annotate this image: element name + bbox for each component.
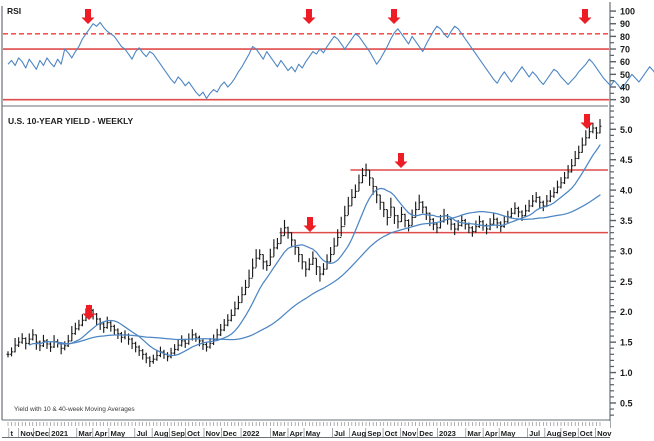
price-signal-arrow-1 — [82, 305, 96, 320]
rsi-axis-label-40: 40 — [620, 83, 630, 93]
price-panel-bg — [2, 108, 608, 420]
price-panel-title: U.S. 10-YEAR YIELD - WEEKLY — [8, 116, 133, 126]
rsi-signal-arrow-3 — [387, 9, 401, 24]
date-label-20: Oct — [385, 429, 398, 438]
price-signal-arrow-3 — [394, 153, 408, 168]
date-label-27: Jul — [529, 429, 540, 438]
date-label-18: Aug — [351, 429, 366, 438]
date-label-16: May — [306, 429, 322, 438]
price-axis-label-1: 1.0 — [620, 368, 633, 378]
date-label-13: 2022 — [243, 429, 260, 438]
date-label-11: Nov — [206, 429, 221, 438]
price-bars — [6, 119, 602, 367]
date-label-24: Mar — [467, 429, 481, 438]
date-label-28: Aug — [546, 429, 561, 438]
date-label-1: Nov — [20, 429, 35, 438]
date-label-26: May — [501, 429, 517, 438]
rsi-axis-label-30: 30 — [620, 95, 630, 105]
date-label-5: Apr — [94, 429, 107, 438]
date-label-22: Dec — [419, 429, 433, 438]
date-label-31: Nov — [597, 429, 612, 438]
date-label-12: Dec — [223, 429, 237, 438]
price-axis-label-0.5: 0.5 — [620, 398, 633, 408]
price-axis-label-3: 3.0 — [620, 246, 633, 256]
date-label-6: May — [111, 429, 127, 438]
rsi-line — [7, 21, 654, 99]
date-label-7: Jul — [136, 429, 147, 438]
price-axis-label-4: 4.0 — [620, 186, 633, 196]
rsi-panel-bg — [2, 6, 608, 106]
rsi-axis-label-60: 60 — [620, 57, 630, 67]
price-axis-label-5: 5.0 — [620, 125, 633, 135]
date-label-15: Apr — [290, 429, 303, 438]
date-label-3: 2021 — [51, 429, 69, 438]
date-label-4: Mar — [78, 429, 92, 438]
rsi-panel-label: RSI — [7, 6, 21, 16]
price-axis-label-3.5: 3.5 — [620, 216, 633, 226]
rsi-signal-arrow-2 — [302, 9, 316, 24]
date-label-14: Mar — [272, 429, 286, 438]
rsi-axis-label-100: 100 — [620, 7, 635, 17]
date-label-17: Jul — [334, 429, 345, 438]
date-label-25: Apr — [485, 429, 498, 438]
date-label-0: t — [10, 429, 13, 438]
price-panel-footnote: Yield with 10 & 40-week Moving Averages — [14, 406, 135, 413]
date-label-29: Sep — [563, 429, 577, 438]
rsi-signal-arrow-1 — [81, 9, 95, 24]
rsi-axis-label-70: 70 — [620, 45, 630, 55]
date-label-8: Aug — [154, 429, 169, 438]
rsi-axis-label-80: 80 — [620, 32, 630, 42]
price-axis-label-4.5: 4.5 — [620, 155, 633, 165]
date-label-9: Sep — [171, 429, 185, 438]
rsi-signal-arrow-4 — [578, 9, 592, 24]
date-label-10: Oct — [187, 429, 200, 438]
price-signal-arrow-4 — [580, 114, 594, 129]
date-label-2: Dec — [35, 429, 49, 438]
ma-10-week-line — [28, 144, 601, 357]
price-axis-label-2.5: 2.5 — [620, 277, 633, 287]
price-signal-arrow-2 — [303, 217, 317, 232]
date-label-21: Nov — [402, 429, 417, 438]
date-label-23: 2023 — [439, 429, 456, 438]
date-label-19: Sep — [367, 429, 381, 438]
rsi-axis-label-50: 50 — [620, 70, 630, 80]
ma-40-week-line — [57, 194, 601, 345]
price-axis-label-2: 2.0 — [620, 307, 633, 317]
rsi-axis-label-90: 90 — [620, 19, 630, 29]
date-label-30: Oct — [580, 429, 593, 438]
price-axis-label-1.5: 1.5 — [620, 338, 633, 348]
